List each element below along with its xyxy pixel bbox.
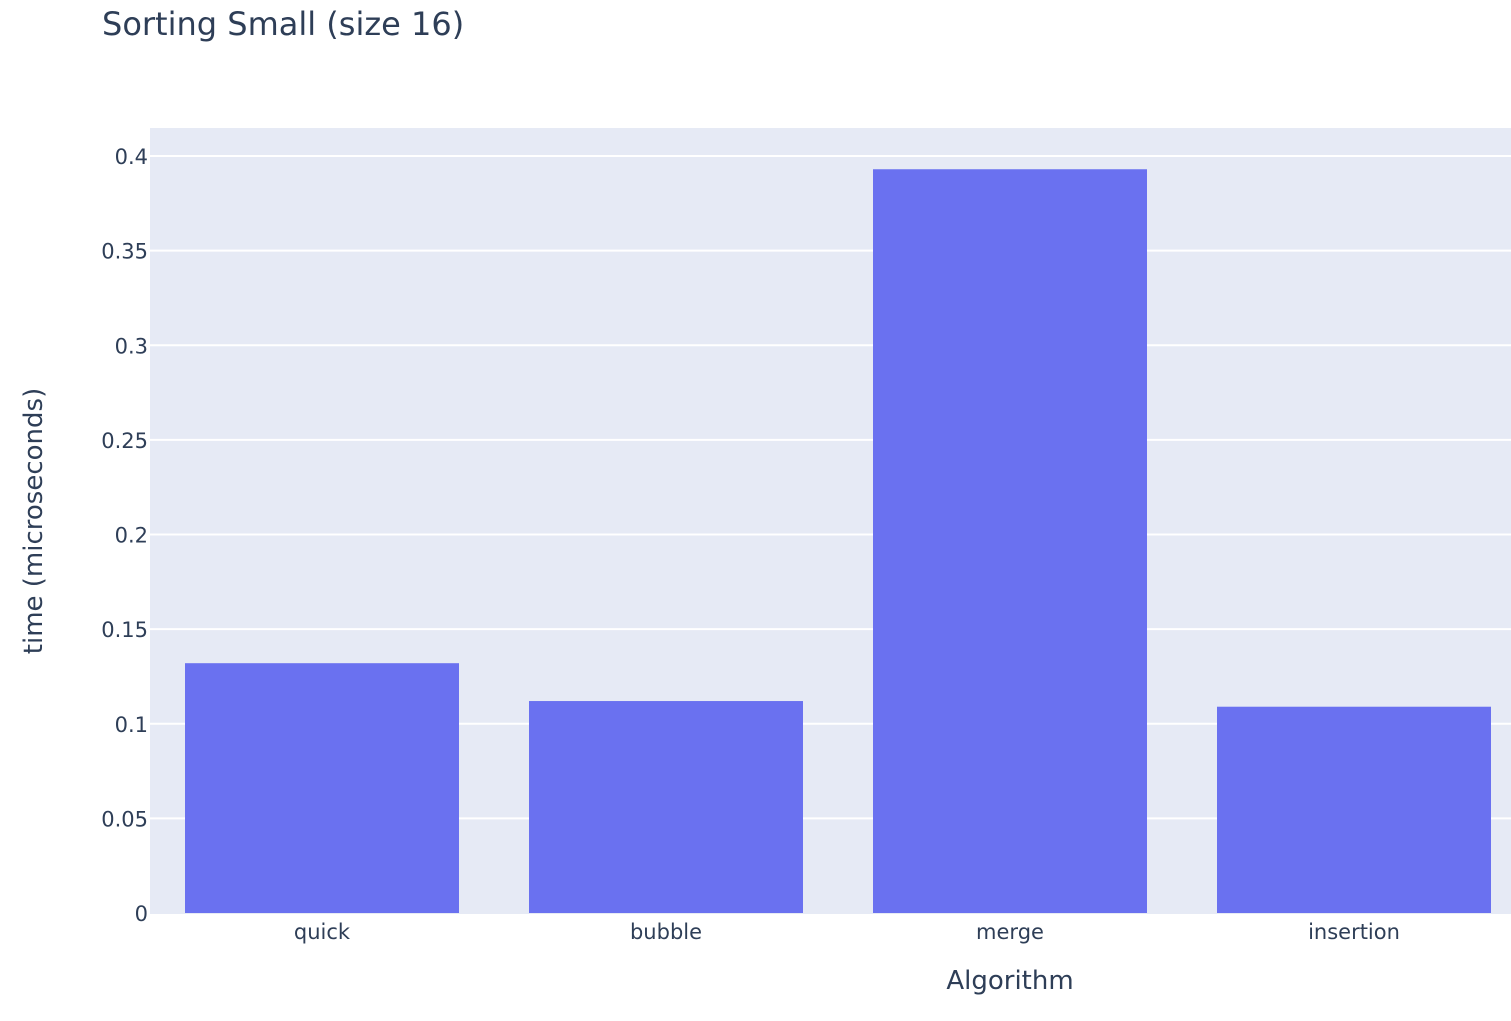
bar-bubble <box>529 701 803 913</box>
x-axis-title: Algorithm <box>946 966 1073 996</box>
y-tick-label: 0.35 <box>101 240 148 264</box>
y-tick-label: 0.15 <box>101 618 148 642</box>
x-tick-label: merge <box>976 920 1044 944</box>
y-tick-labels: 0 0.05 0.1 0.15 0.2 0.25 0.3 0.35 0.4 <box>101 145 148 926</box>
x-tick-labels: quick bubble merge insertion <box>294 920 1400 944</box>
x-tick-label: insertion <box>1308 920 1400 944</box>
bar-merge <box>873 169 1147 913</box>
bar-insertion <box>1217 706 1491 913</box>
bars <box>185 169 1491 913</box>
bar-quick <box>185 663 459 913</box>
y-tick-label: 0.4 <box>115 145 148 169</box>
y-axis-title: time (microseconds) <box>19 388 49 654</box>
x-tick-label: quick <box>294 920 351 944</box>
y-tick-label: 0.3 <box>115 334 148 358</box>
y-tick-label: 0.1 <box>115 713 148 737</box>
chart-title: Sorting Small (size 16) <box>102 5 464 43</box>
y-tick-label: 0.05 <box>101 807 148 831</box>
y-tick-label: 0 <box>135 902 148 926</box>
x-tick-label: bubble <box>630 920 702 944</box>
y-tick-label: 0.25 <box>101 429 148 453</box>
y-tick-label: 0.2 <box>115 524 148 548</box>
